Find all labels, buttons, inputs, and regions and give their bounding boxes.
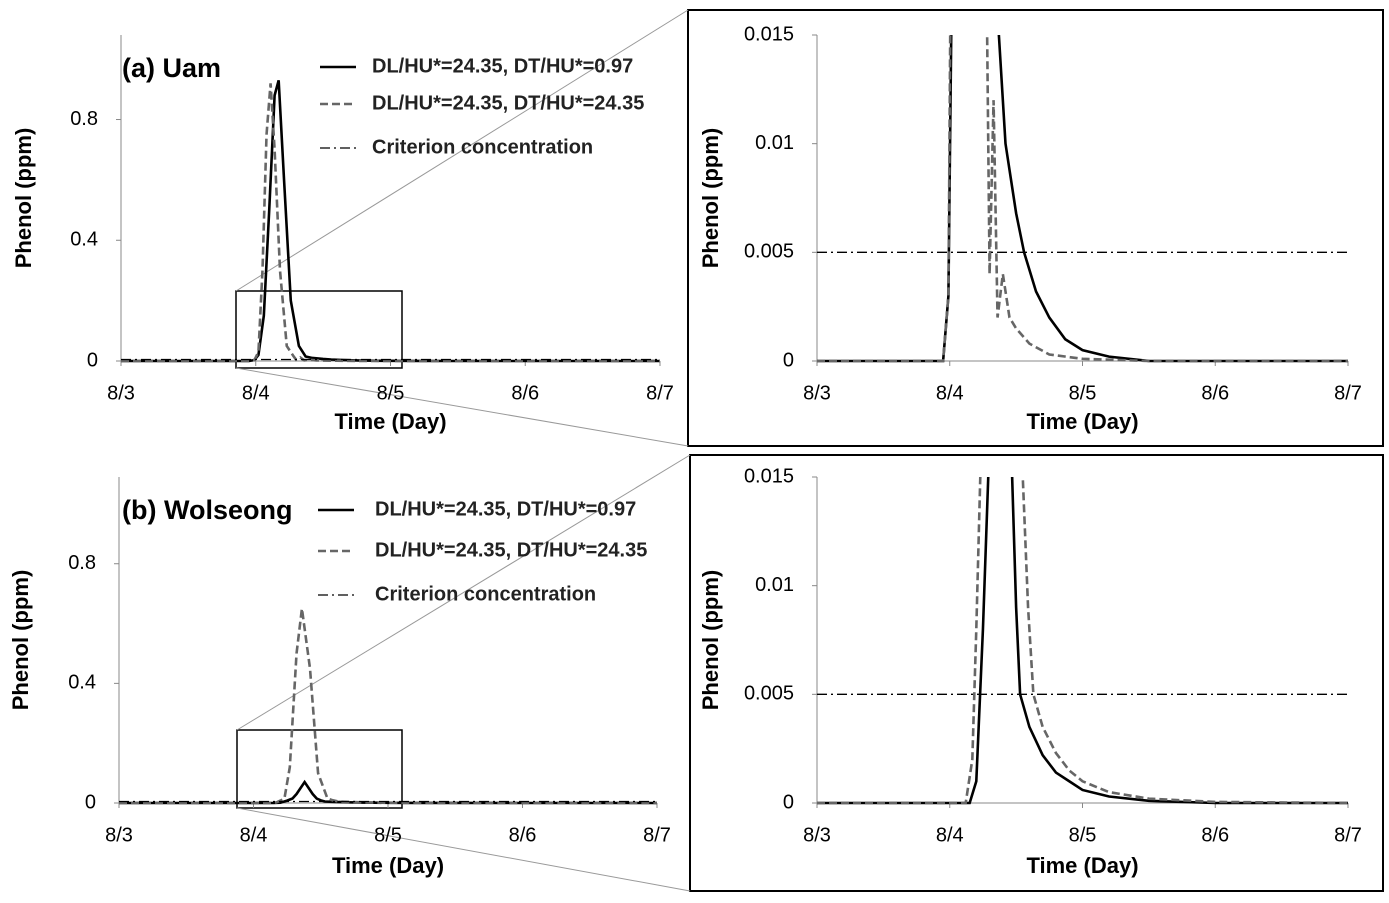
connector [235, 367, 689, 447]
legend-label: Criterion concentration [375, 583, 596, 605]
y-tick-label: 0.005 [744, 683, 794, 705]
x-axis-label: Time (Day) [1026, 853, 1138, 878]
x-tick-label: 8/5 [374, 824, 402, 846]
x-axis-label: Time (Day) [334, 409, 446, 434]
y-axis-label: Phenol (ppm) [8, 570, 33, 711]
y-tick-label: 0 [85, 791, 96, 813]
y-tick-label: 0.4 [68, 672, 96, 694]
y-tick-label: 0.8 [70, 108, 98, 130]
x-tick-label: 8/7 [646, 382, 674, 404]
y-axis-label: Phenol (ppm) [11, 128, 36, 269]
x-tick-label: 8/4 [240, 824, 268, 846]
x-tick-label: 8/4 [936, 824, 964, 846]
y-tick-label: 0.015 [744, 465, 794, 487]
chart-title: (a) Uam [122, 53, 221, 83]
series-line [121, 83, 660, 363]
series-line [817, 477, 1348, 805]
x-tick-label: 8/4 [936, 382, 964, 404]
legend-label: DL/HU*=24.35, DT/HU*=0.97 [372, 55, 633, 77]
connector [236, 807, 691, 892]
legend-label: Criterion concentration [372, 136, 593, 158]
x-tick-label: 8/4 [242, 382, 270, 404]
x-tick-label: 8/6 [1201, 382, 1229, 404]
x-tick-label: 8/3 [803, 382, 831, 404]
connector [235, 9, 689, 292]
y-tick-label: 0 [783, 349, 794, 371]
zoom-frame [689, 454, 1384, 892]
x-tick-label: 8/6 [1201, 824, 1229, 846]
x-tick-label: 8/7 [1334, 824, 1362, 846]
legend-label: DL/HU*=24.35, DT/HU*=24.35 [372, 92, 644, 114]
x-tick-label: 8/5 [377, 382, 405, 404]
x-tick-label: 8/3 [105, 824, 133, 846]
y-tick-label: 0 [783, 791, 794, 813]
y-tick-label: 0.4 [70, 229, 98, 251]
x-axis-label: Time (Day) [332, 853, 444, 878]
x-tick-label: 8/5 [1069, 824, 1097, 846]
y-tick-label: 0 [87, 349, 98, 371]
x-tick-label: 8/3 [107, 382, 135, 404]
y-tick-label: 0.01 [755, 132, 794, 154]
zoom-box [235, 290, 403, 369]
series-line [121, 79, 660, 363]
zoom-box [236, 729, 403, 809]
y-tick-label: 0.015 [744, 23, 794, 45]
series-line [119, 608, 657, 805]
x-tick-label: 8/3 [803, 824, 831, 846]
x-axis-label: Time (Day) [1026, 409, 1138, 434]
y-tick-label: 0.8 [68, 552, 96, 574]
x-tick-label: 8/6 [509, 824, 537, 846]
zoom-frame [687, 9, 1384, 447]
x-tick-label: 8/7 [1334, 382, 1362, 404]
series-line [817, 35, 1348, 363]
x-tick-label: 8/5 [1069, 382, 1097, 404]
series-line [817, 477, 1348, 805]
x-tick-label: 8/6 [511, 382, 539, 404]
y-axis-label: Phenol (ppm) [698, 128, 723, 269]
chart-title: (b) Wolseong [122, 495, 292, 525]
x-tick-label: 8/7 [643, 824, 671, 846]
series-line [119, 779, 657, 805]
y-tick-label: 0.005 [744, 241, 794, 263]
legend-label: DL/HU*=24.35, DT/HU*=0.97 [375, 498, 636, 520]
y-axis-label: Phenol (ppm) [698, 570, 723, 711]
series-line [817, 35, 1348, 363]
legend-label: DL/HU*=24.35, DT/HU*=24.35 [375, 539, 647, 561]
y-tick-label: 0.01 [755, 574, 794, 596]
